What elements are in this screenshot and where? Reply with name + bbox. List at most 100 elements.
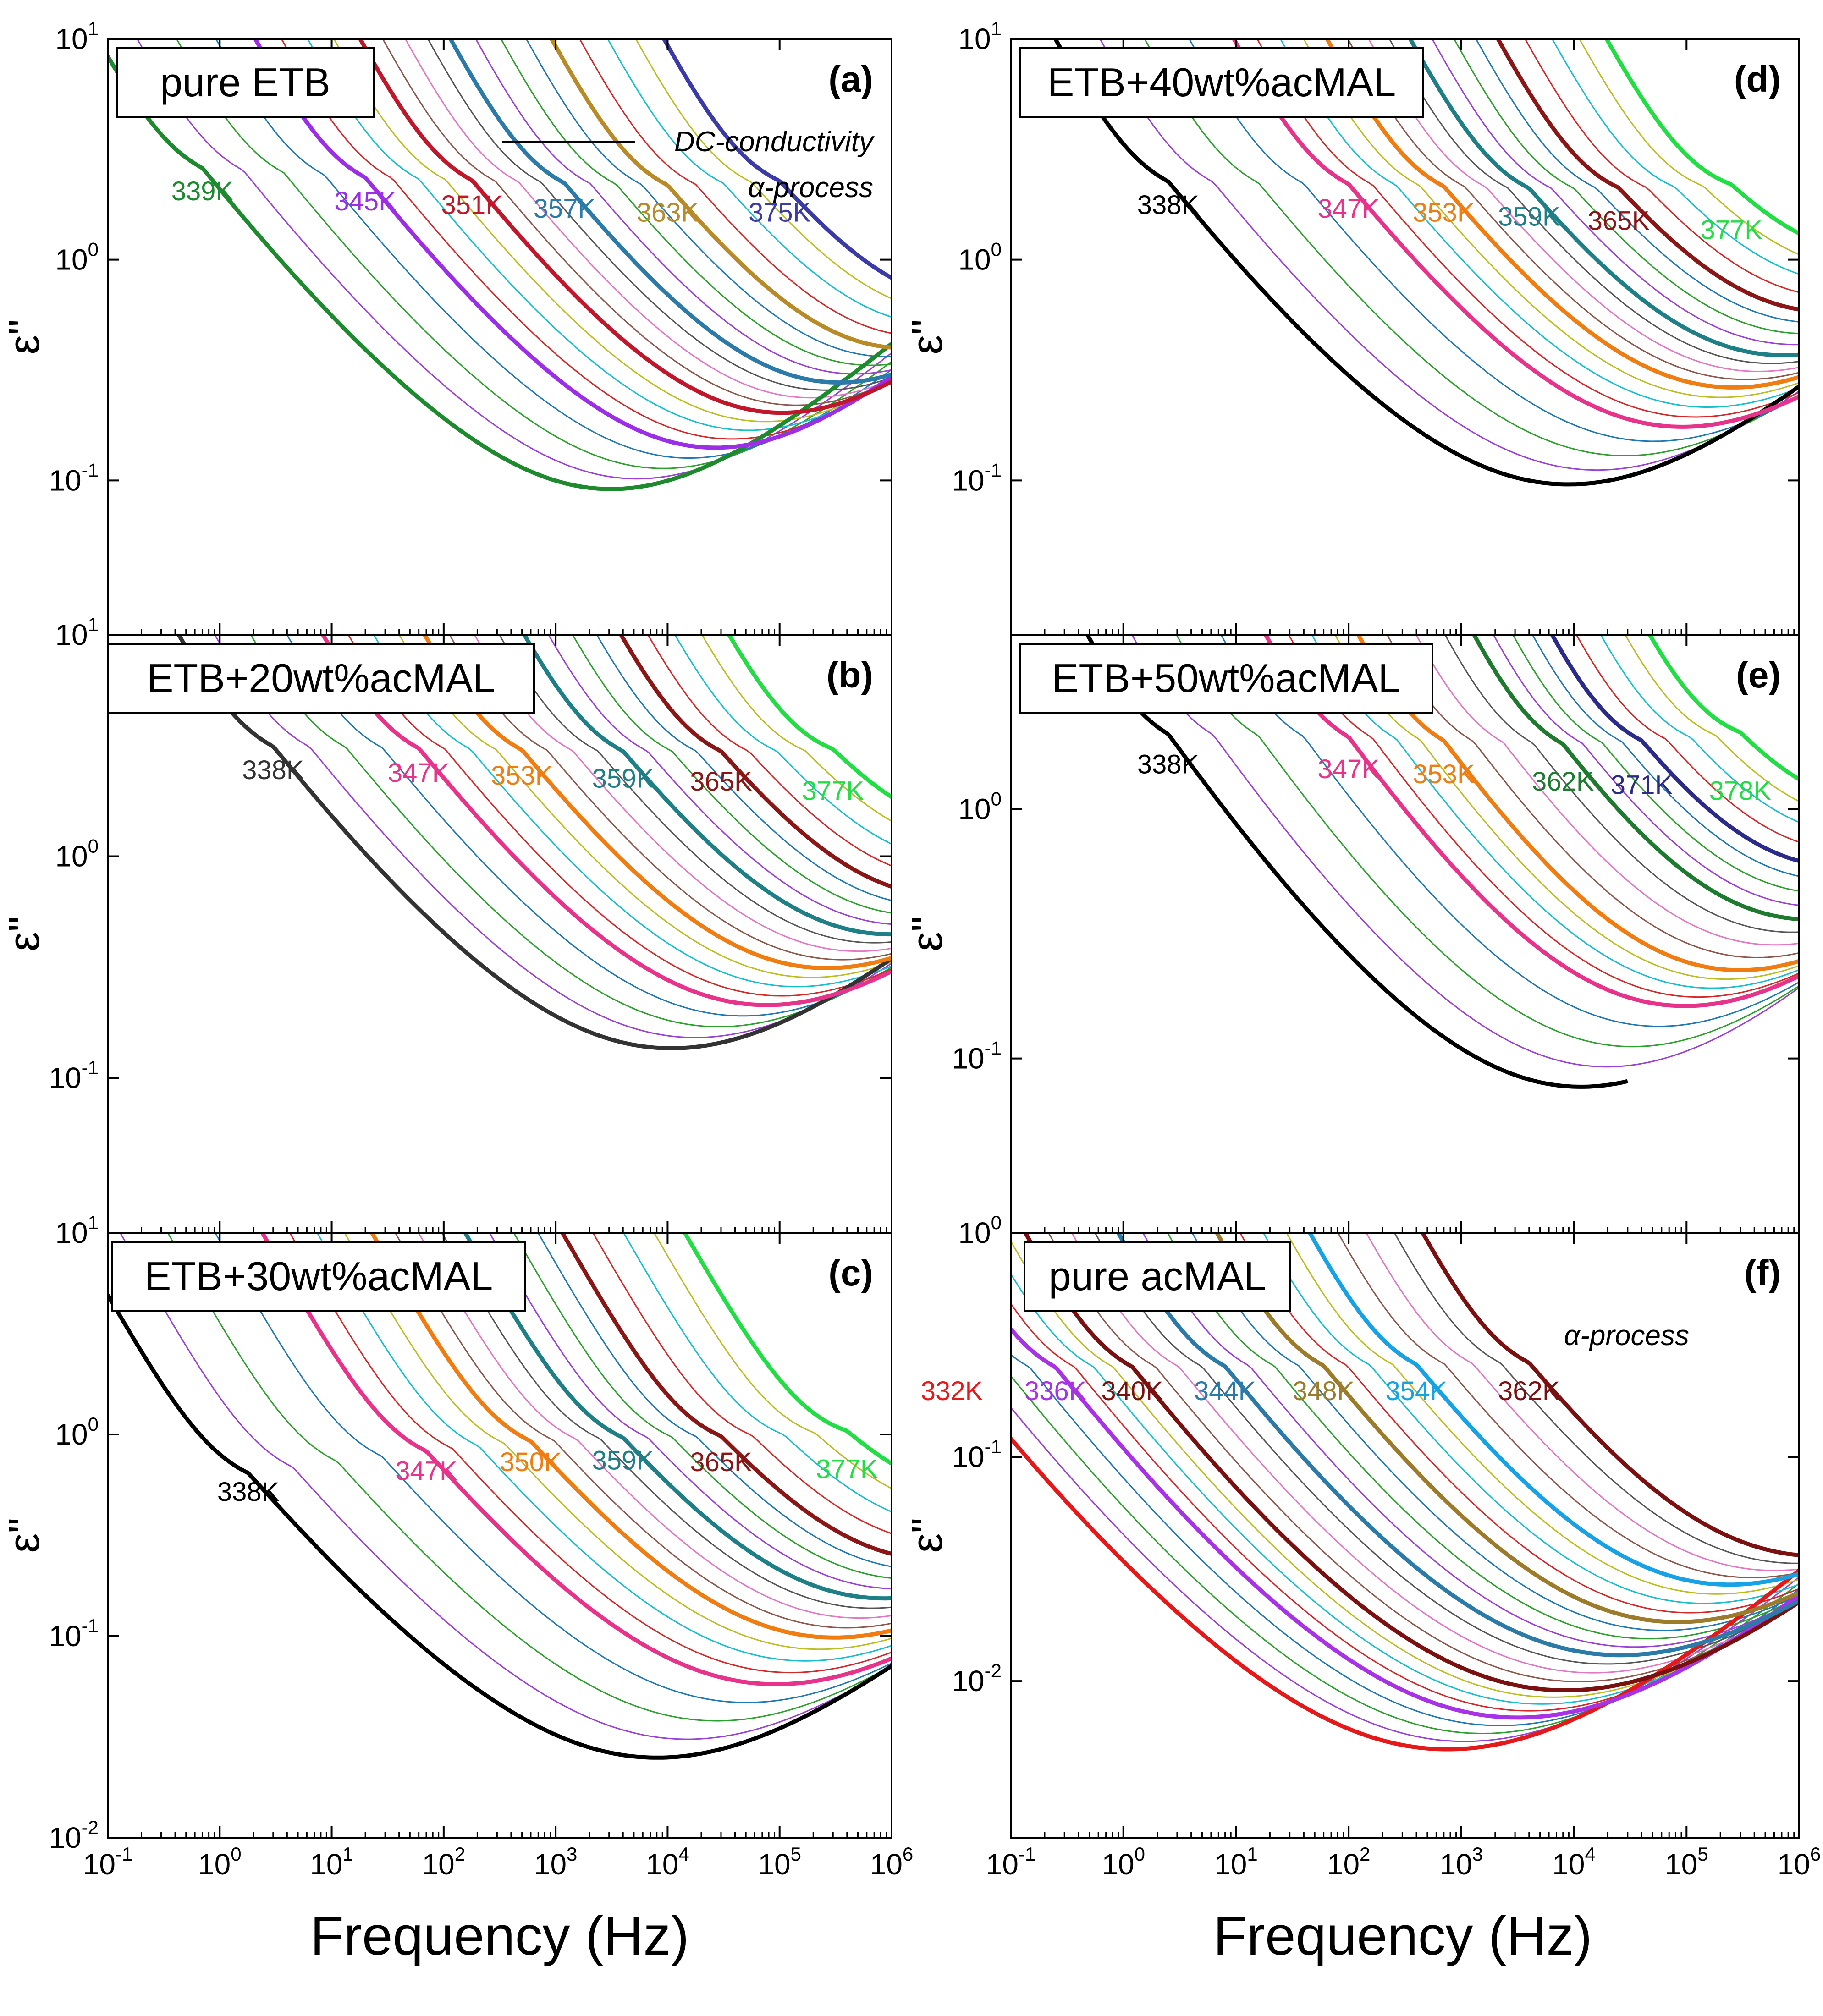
thin-curve <box>344 1233 892 1650</box>
series-line-347K <box>320 635 892 1007</box>
y-tick-label: 10-2 <box>952 1660 1002 1697</box>
thin-curve <box>1531 635 1799 877</box>
panel-e: 338K 347K 353K 362K 371K 378K 10-1 100 ε" ETB+50w… <box>903 634 1800 1234</box>
y-axis-label: ε" <box>903 319 952 355</box>
panel-b: 338K 347K 353K 359K 365K 377K 10-1 100 101 ε" ETB+… <box>0 614 892 1234</box>
curves <box>1053 39 1799 487</box>
thin-curve <box>1524 39 1799 293</box>
thin-curve <box>525 39 892 357</box>
series-label-365K: 365K <box>1588 206 1650 236</box>
series-line-371K <box>1549 635 1799 863</box>
thin-curve <box>1386 635 1799 959</box>
thin-curve <box>1220 635 1799 1027</box>
thin-curve <box>1415 635 1799 946</box>
plot-frame <box>1010 634 1800 1234</box>
y-tick-label: 101 <box>55 1212 99 1249</box>
series-line-359K <box>522 635 892 937</box>
thin-curve <box>1279 39 1799 408</box>
series-label-378K: 378K <box>1709 776 1772 806</box>
series-line-350K <box>369 1233 892 1640</box>
series-line-351K <box>358 39 892 415</box>
y-axis-label: ε" <box>903 1518 952 1553</box>
series-label-375K: 375K <box>749 198 811 228</box>
thin-curve <box>1551 39 1799 275</box>
x-tick-label: 102 <box>422 1843 466 1881</box>
panel-f: 332K 336K 340K 344K 348K 354K 362K 10-1 100 101 10… <box>903 1212 1821 1881</box>
x-tick-label: 106 <box>1778 1843 1821 1881</box>
series-line-357K <box>448 39 892 385</box>
series-label-362K: 362K <box>1532 767 1594 797</box>
y-axis-label: ε" <box>903 916 952 951</box>
curves <box>108 39 892 491</box>
series-line-338K <box>1053 39 1799 487</box>
legend-box <box>111 1241 526 1312</box>
y-tick-label: 100 <box>958 788 1002 825</box>
series-line-375K <box>661 39 892 280</box>
y-tick-label: 10-1 <box>952 1038 1002 1075</box>
thin-curve <box>547 635 892 925</box>
panel-title: pure acMAL <box>1049 1253 1266 1299</box>
series-line-347K <box>1231 39 1799 429</box>
x-tick-label: 103 <box>534 1843 578 1881</box>
panel-title: ETB+50wt%acMAL <box>1052 655 1401 701</box>
thin-curve <box>1262 1233 1799 1604</box>
series-line-365K <box>560 1233 892 1556</box>
thin-curve <box>635 39 892 299</box>
series-label-348K: 348K <box>1293 1376 1355 1406</box>
plot-frame <box>107 1232 892 1839</box>
x-axis-label-right: Frequency (Hz) <box>1213 1905 1592 1967</box>
series-label-371K: 371K <box>1611 770 1673 800</box>
legend-box <box>1019 47 1424 118</box>
y-tick-label: 100 <box>55 239 99 276</box>
thin-curve <box>1600 635 1799 823</box>
curves <box>108 1233 892 1760</box>
thin-curve <box>1453 39 1799 335</box>
x-tick-label: 104 <box>1552 1843 1596 1881</box>
y-tick-label: 101 <box>958 18 1002 55</box>
legend-box <box>116 47 375 118</box>
plot-frame <box>107 634 892 1234</box>
series-label-362K: 362K <box>1498 1376 1560 1406</box>
thin-curve <box>373 635 892 988</box>
thin-curve <box>418 1233 892 1619</box>
series-label-377K: 377K <box>802 776 865 806</box>
series-label-377K: 377K <box>1700 215 1762 245</box>
series-line-345K <box>253 39 892 450</box>
y-tick-label: 100 <box>55 1413 99 1451</box>
y-tick-label: 100 <box>55 835 99 873</box>
panel-d: 338K 347K 353K 359K 365K 377K 10-1 100 101 ε" ETB+… <box>903 18 1800 636</box>
thin-curve <box>1175 635 1799 1048</box>
thin-curve <box>441 1233 892 1609</box>
x-tick-label: 10-1 <box>986 1843 1036 1881</box>
series-line-336K <box>1011 1327 1799 1720</box>
series-label-365K: 365K <box>690 1447 752 1477</box>
thin-curve <box>1512 635 1799 892</box>
thin-curve <box>500 39 892 366</box>
series-label-336K: 336K <box>1024 1376 1087 1406</box>
series-label-350K: 350K <box>500 1447 562 1477</box>
thin-curve <box>1365 1233 1799 1571</box>
y-tick-label: 101 <box>55 614 99 651</box>
y-tick-label: 10-1 <box>49 459 99 497</box>
series-line-362K <box>1420 1233 1799 1557</box>
panel-title: pure ETB <box>160 60 330 105</box>
panel-c: 338K 347K 350K 359K 365K 377K 10-1 100 101 102 103… <box>0 1212 913 1881</box>
thin-curve <box>1239 1233 1799 1614</box>
series-label-347K: 347K <box>395 1456 457 1486</box>
x-tick-label: 103 <box>1440 1843 1483 1881</box>
series-label-345K: 345K <box>334 187 397 216</box>
panel-title: ETB+20wt%acMAL <box>147 655 496 701</box>
thin-curve <box>592 1233 892 1534</box>
thin-curve <box>333 39 892 423</box>
legend-box <box>1019 643 1433 714</box>
thin-curve <box>647 635 892 867</box>
thin-curve <box>1575 635 1799 843</box>
thin-curve <box>653 1233 892 1489</box>
thin-curve <box>607 39 892 318</box>
thin-curve <box>307 39 892 431</box>
series-line-347K <box>1263 635 1799 1008</box>
thin-curve <box>1011 1375 1799 1734</box>
thin-curve <box>1142 1233 1799 1648</box>
series-label-351K: 351K <box>441 190 503 220</box>
x-tick-label: 101 <box>1214 1843 1258 1881</box>
